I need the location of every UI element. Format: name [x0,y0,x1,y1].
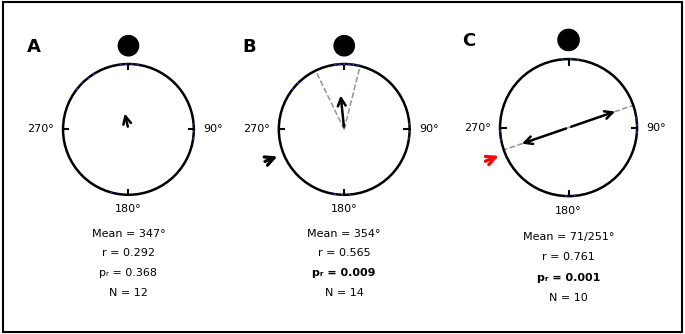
Point [561,193,572,199]
Text: 270°: 270° [464,123,490,133]
Text: 90°: 90° [419,124,438,134]
Circle shape [558,29,579,50]
Text: 180°: 180° [115,204,142,214]
Circle shape [119,36,138,56]
Text: A: A [27,38,41,56]
Text: N = 12: N = 12 [109,288,148,298]
Point [132,62,143,67]
Point [338,61,349,67]
Point [557,57,568,62]
Point [188,121,199,126]
Point [352,63,363,68]
Point [336,192,347,197]
Text: 0°: 0° [122,45,135,55]
Text: 0°: 0° [338,45,351,55]
Point [632,123,643,128]
Text: 270°: 270° [27,124,54,134]
Text: Mean = 354°: Mean = 354° [308,229,381,239]
Point [565,56,576,62]
Point [343,61,354,67]
Point [569,193,580,198]
Point [88,71,99,76]
Point [77,80,88,86]
Text: pᵣ = 0.001: pᵣ = 0.001 [537,273,600,283]
Text: 90°: 90° [647,123,667,133]
Text: 270°: 270° [243,124,270,134]
Point [329,62,340,67]
Text: pᵣ = 0.368: pᵣ = 0.368 [99,268,158,278]
Point [121,61,132,67]
Text: pᵣ = 0.009: pᵣ = 0.009 [312,268,376,278]
Text: r = 0.761: r = 0.761 [542,252,595,262]
Point [106,190,117,195]
Point [292,80,303,86]
Text: 180°: 180° [556,206,582,216]
Point [71,87,82,92]
Point [404,121,415,126]
Point [188,129,199,134]
Point [496,137,507,142]
Text: 90°: 90° [203,124,223,134]
Text: C: C [462,32,475,50]
Point [404,129,415,134]
Point [631,116,642,121]
Point [495,129,506,134]
Text: B: B [243,38,256,56]
Point [329,191,340,197]
Text: N = 14: N = 14 [325,288,364,298]
Point [632,130,643,135]
Point [287,87,298,92]
Text: N = 10: N = 10 [549,293,588,303]
Text: r = 0.292: r = 0.292 [102,248,155,259]
Text: Mean = 71/251°: Mean = 71/251° [523,232,614,242]
Point [188,136,199,141]
Point [334,61,345,67]
Point [573,57,584,62]
Point [115,62,126,67]
Point [403,136,414,141]
Point [345,192,356,197]
Text: 0°: 0° [562,39,575,49]
Text: r = 0.565: r = 0.565 [318,248,371,259]
Point [348,62,359,67]
Circle shape [334,36,354,56]
Point [126,61,137,67]
Text: Mean = 347°: Mean = 347° [92,229,165,239]
Text: 180°: 180° [331,204,358,214]
Point [83,75,94,80]
